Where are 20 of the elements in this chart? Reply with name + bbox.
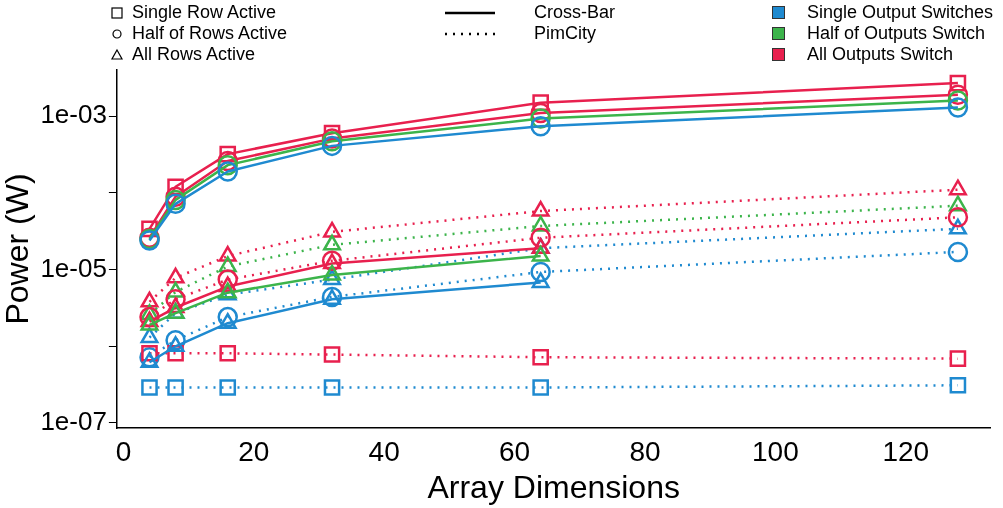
- x-tick-label: 40: [368, 435, 400, 467]
- y-tick-label: 1e-03: [40, 99, 107, 130]
- x-tick-label: 0: [115, 435, 132, 467]
- y-axis-title: Power (W): [0, 173, 36, 325]
- text: Cross-Bar: [533, 2, 615, 23]
- x-tick-label: 100: [752, 435, 799, 467]
- text: PimCity: [533, 23, 596, 44]
- y-tick-label: 1e-05: [40, 252, 107, 283]
- x-tick-label: 60: [499, 435, 531, 467]
- x-tick-label: 80: [629, 435, 661, 467]
- text: All Outputs Switch: [806, 44, 953, 65]
- x-tick-label: 20: [238, 435, 270, 467]
- text: All Rows Active: [132, 44, 256, 65]
- y-tick-label: 1e-07: [40, 406, 107, 437]
- text: Half of Outputs Switch: [806, 23, 985, 44]
- text: Single Row Active: [132, 2, 277, 23]
- text: Half of Rows Active: [132, 23, 288, 44]
- text: Single Output Switches: [806, 2, 993, 23]
- x-axis-title: Array Dimensions: [427, 468, 680, 505]
- x-tick-label: 120: [882, 435, 930, 467]
